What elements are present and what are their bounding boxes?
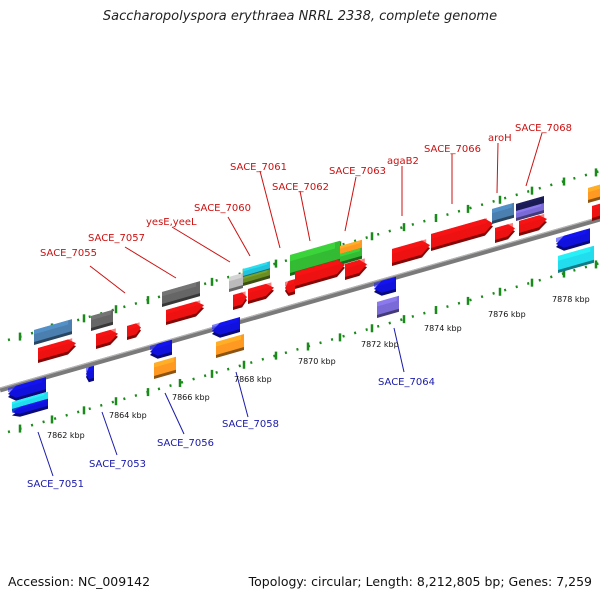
- scale-label: 7876 kbp: [488, 310, 526, 319]
- gene-glyph[interactable]: [374, 276, 396, 296]
- gene-glyph[interactable]: [516, 203, 544, 221]
- scale-label: 7874 kbp: [424, 324, 462, 333]
- genome-backbone-highlight: [0, 216, 600, 389]
- leader-sace-7055: [89, 265, 126, 294]
- gene-glyph[interactable]: [229, 273, 243, 292]
- gene-glyph[interactable]: [243, 269, 270, 286]
- leader-sace-7058: [235, 371, 249, 418]
- gene-glyph[interactable]: [495, 222, 515, 243]
- gene-label[interactable]: aroH: [488, 133, 512, 144]
- leader-aroh: [496, 142, 499, 194]
- gene-label[interactable]: SACE_7053: [89, 459, 146, 470]
- gene-glyph[interactable]: [290, 240, 340, 276]
- leader-sace-7064: [393, 327, 405, 373]
- gene-glyph[interactable]: [150, 339, 172, 359]
- gene-glyph[interactable]: [34, 319, 72, 345]
- gene-label[interactable]: SACE_7055: [40, 248, 97, 259]
- gene-glyph[interactable]: [166, 300, 204, 325]
- gene-label[interactable]: yesE,yeeL: [146, 217, 197, 228]
- gene-glyph[interactable]: [8, 377, 46, 401]
- gene-glyph[interactable]: [285, 279, 295, 297]
- scale-label: 7878 kbp: [552, 295, 590, 304]
- gene-glyph[interactable]: [588, 184, 600, 203]
- scale-label: 7864 kbp: [109, 411, 147, 420]
- gene-glyph[interactable]: [96, 328, 118, 349]
- gene-glyph[interactable]: [91, 309, 113, 331]
- gene-glyph[interactable]: [377, 295, 399, 318]
- gene-glyph[interactable]: [556, 228, 590, 251]
- scale-label: 7872 kbp: [361, 340, 399, 349]
- gene-glyph[interactable]: [12, 398, 48, 417]
- gene-glyph[interactable]: [127, 322, 141, 340]
- gene-label[interactable]: SACE_7068: [515, 123, 572, 134]
- gene-glyph[interactable]: [345, 258, 367, 280]
- gene-glyph[interactable]: [212, 317, 240, 338]
- leader-sace-7056: [164, 392, 185, 435]
- leader-sace-7063: [344, 176, 357, 232]
- gene-glyph[interactable]: [295, 259, 345, 289]
- gene-glyph[interactable]: [248, 282, 274, 304]
- gene-label[interactable]: SACE_7066: [424, 144, 481, 155]
- gene-features: [8, 184, 600, 417]
- scale-label: 7862 kbp: [47, 431, 85, 440]
- gene-glyph[interactable]: [392, 239, 430, 266]
- leader-sace-7068: [525, 132, 543, 187]
- label-leader-lines: [37, 132, 543, 477]
- gene-label[interactable]: SACE_7063: [329, 166, 386, 177]
- reverse-gene-labels: SACE_7051 SACE_7053 SACE_7056 SACE_7058 …: [27, 377, 435, 490]
- leader-sace-7051: [37, 431, 54, 477]
- gene-label[interactable]: SACE_7064: [378, 377, 435, 388]
- scale-labels: 7862 kbp 7864 kbp 7866 kbp 7868 kbp 7870…: [47, 295, 590, 440]
- gene-label[interactable]: SACE_7057: [88, 233, 145, 244]
- leader-sace-7060: [227, 216, 251, 257]
- gene-label[interactable]: SACE_7062: [272, 182, 329, 193]
- gene-glyph[interactable]: [592, 203, 600, 221]
- gene-glyph[interactable]: [492, 202, 514, 224]
- gene-label[interactable]: SACE_7061: [230, 162, 287, 173]
- gene-label[interactable]: SACE_7056: [157, 438, 214, 449]
- gene-glyph[interactable]: [233, 291, 247, 310]
- gene-label[interactable]: SACE_7058: [222, 419, 279, 430]
- gene-glyph[interactable]: [38, 338, 76, 363]
- gene-label[interactable]: SACE_7060: [194, 203, 251, 214]
- gene-glyph[interactable]: [162, 281, 200, 307]
- scale-label: 7868 kbp: [234, 375, 272, 384]
- leader-sace-7057: [124, 246, 177, 279]
- gene-glyph[interactable]: [558, 245, 594, 273]
- gene-glyph[interactable]: [216, 334, 244, 358]
- leader-sace-7053: [101, 411, 118, 456]
- accession-text: Accession: NC_009142: [8, 574, 151, 589]
- gene-glyph[interactable]: [340, 247, 362, 265]
- gene-glyph[interactable]: [86, 365, 94, 383]
- leader-yese-yeel: [171, 226, 231, 263]
- page-title: Saccharopolyspora erythraea NRRL 2338, c…: [102, 9, 498, 24]
- gene-glyph[interactable]: [154, 356, 176, 379]
- genome-backbone: [0, 216, 600, 393]
- scale-label: 7870 kbp: [298, 357, 336, 366]
- gene-label[interactable]: agaB2: [387, 156, 419, 167]
- forward-gene-labels: SACE_7055 SACE_7057 yesE,yeeL SACE_7060 …: [40, 123, 572, 259]
- gene-glyph[interactable]: [431, 218, 493, 251]
- leader-sace-7062: [299, 190, 311, 242]
- gene-glyph[interactable]: [519, 213, 547, 236]
- gene-label[interactable]: SACE_7051: [27, 479, 84, 490]
- leader-sace-7061: [259, 170, 281, 249]
- scale-label: 7866 kbp: [172, 393, 210, 402]
- genome-info-text: Topology: circular; Length: 8,212,805 bp…: [248, 574, 592, 589]
